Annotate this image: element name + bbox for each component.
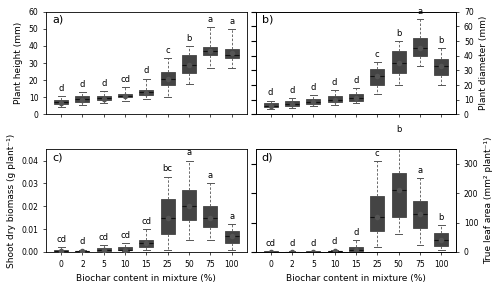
Text: d: d	[332, 78, 338, 87]
Text: c: c	[375, 50, 380, 59]
Text: c: c	[166, 46, 170, 55]
PathPatch shape	[392, 173, 406, 217]
PathPatch shape	[306, 251, 320, 252]
Text: a: a	[186, 148, 192, 157]
Text: d: d	[58, 84, 64, 93]
PathPatch shape	[413, 38, 427, 56]
Text: d: d	[290, 86, 294, 95]
PathPatch shape	[225, 231, 238, 243]
Text: d: d	[80, 238, 85, 246]
PathPatch shape	[328, 96, 342, 102]
X-axis label: Biochar content in mixture (%): Biochar content in mixture (%)	[76, 274, 216, 283]
PathPatch shape	[182, 55, 196, 73]
PathPatch shape	[264, 251, 278, 252]
Text: a: a	[229, 17, 234, 26]
Text: cd: cd	[266, 239, 276, 248]
Text: a): a)	[52, 15, 64, 25]
Text: cd: cd	[120, 231, 130, 240]
Y-axis label: Shoot dry biomass (g plant⁻¹): Shoot dry biomass (g plant⁻¹)	[7, 133, 16, 268]
Text: d: d	[310, 83, 316, 92]
Text: d: d	[268, 88, 274, 97]
PathPatch shape	[118, 247, 132, 251]
Text: cd: cd	[98, 233, 108, 242]
Text: b: b	[186, 34, 192, 43]
PathPatch shape	[328, 251, 342, 252]
Text: d: d	[290, 239, 294, 248]
Text: cd: cd	[142, 217, 152, 226]
Text: b: b	[396, 29, 402, 38]
PathPatch shape	[76, 97, 90, 102]
Text: a: a	[229, 212, 234, 221]
PathPatch shape	[349, 247, 363, 251]
PathPatch shape	[370, 69, 384, 85]
X-axis label: Biochar content in mixture (%): Biochar content in mixture (%)	[286, 274, 426, 283]
Text: c: c	[375, 149, 380, 158]
PathPatch shape	[97, 96, 110, 100]
PathPatch shape	[140, 90, 153, 95]
Text: d: d	[354, 228, 358, 237]
Text: b: b	[438, 213, 444, 222]
Y-axis label: Plant height (mm): Plant height (mm)	[14, 22, 23, 104]
Text: d): d)	[262, 152, 273, 162]
PathPatch shape	[76, 251, 90, 252]
PathPatch shape	[349, 94, 363, 101]
Text: d: d	[354, 76, 358, 85]
PathPatch shape	[413, 200, 427, 229]
PathPatch shape	[140, 240, 153, 247]
Y-axis label: True leaf area (mm² plant⁻¹): True leaf area (mm² plant⁻¹)	[484, 137, 493, 264]
PathPatch shape	[285, 101, 299, 106]
PathPatch shape	[306, 99, 320, 104]
Text: d: d	[310, 239, 316, 248]
PathPatch shape	[161, 72, 174, 85]
PathPatch shape	[225, 49, 238, 58]
Text: c): c)	[52, 152, 62, 162]
Text: a: a	[208, 15, 213, 24]
Text: d: d	[101, 79, 106, 88]
PathPatch shape	[118, 94, 132, 97]
PathPatch shape	[392, 51, 406, 73]
Text: bc: bc	[162, 164, 172, 173]
Text: d: d	[144, 66, 149, 75]
PathPatch shape	[161, 199, 174, 234]
Y-axis label: Plant diameter (mm): Plant diameter (mm)	[479, 16, 488, 110]
Text: cd: cd	[56, 235, 66, 244]
Text: cd: cd	[120, 75, 130, 84]
PathPatch shape	[434, 59, 448, 75]
Text: a: a	[418, 7, 422, 16]
PathPatch shape	[434, 233, 448, 246]
PathPatch shape	[264, 104, 278, 107]
PathPatch shape	[204, 47, 218, 55]
PathPatch shape	[54, 250, 68, 251]
PathPatch shape	[204, 206, 218, 227]
PathPatch shape	[370, 196, 384, 231]
Text: d: d	[80, 80, 85, 89]
Text: b: b	[396, 125, 402, 134]
Text: b): b)	[262, 15, 273, 25]
Text: a: a	[208, 171, 213, 180]
PathPatch shape	[97, 249, 110, 251]
Text: b: b	[438, 36, 444, 45]
PathPatch shape	[54, 100, 68, 104]
Text: d: d	[332, 238, 338, 246]
Text: a: a	[418, 166, 422, 175]
PathPatch shape	[182, 190, 196, 220]
